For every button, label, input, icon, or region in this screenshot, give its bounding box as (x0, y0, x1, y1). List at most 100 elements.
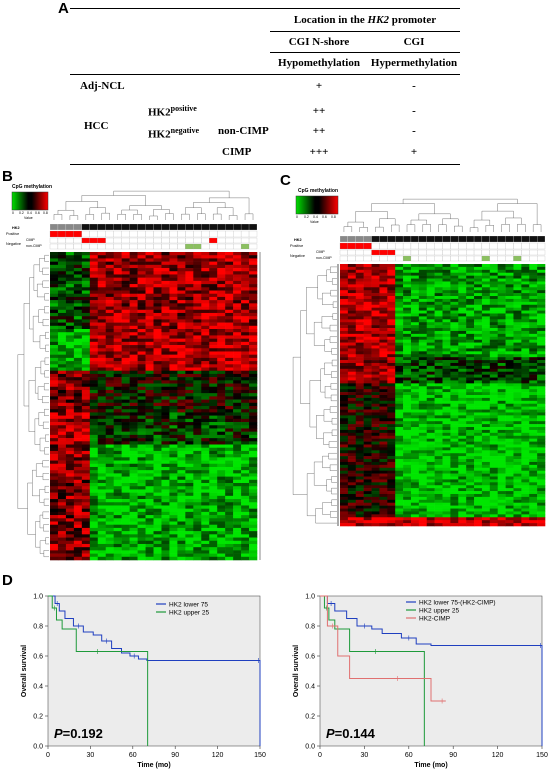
heatmap-b-cell (89, 399, 99, 404)
heatmap-c-cell (355, 435, 364, 439)
heatmap-c-cell (434, 371, 443, 375)
heatmap-c-cell (513, 444, 522, 448)
heatmap-c-cell (347, 386, 357, 390)
heatmap-b-cell (177, 367, 186, 372)
heatmap-b-cell (201, 502, 210, 506)
heatmap-c-cell (529, 301, 538, 306)
heatmap-b-cell (153, 277, 162, 282)
heatmap-c-cell (355, 386, 364, 390)
heatmap-b-cell (113, 422, 122, 426)
heatmap-c-cell (426, 290, 435, 294)
heatmap-b-cell (169, 277, 178, 282)
heatmap-c-cell (340, 296, 349, 300)
heatmap-b-cell (185, 354, 194, 359)
heatmap-b-cell (241, 428, 250, 432)
heatmap-b-cell (201, 505, 210, 509)
heatmap-b-cell (97, 483, 107, 487)
heatmap-b-cell (137, 364, 146, 368)
heatmap-b-cell (233, 364, 242, 368)
heatmap-c-cell (347, 351, 357, 355)
heatmap-c-cell (355, 293, 364, 297)
heatmap-b-cell (153, 454, 162, 458)
heatmap-b-cell (81, 534, 91, 538)
heatmap-b-cell (137, 460, 146, 465)
heatmap-c-cell (497, 427, 506, 431)
heatmap-b-cell (169, 547, 178, 551)
heatmap-b-cell (81, 492, 91, 497)
heatmap-b-cell (201, 386, 210, 391)
heatmap-b-cell (113, 550, 122, 554)
heatmap-c-cell (403, 336, 412, 340)
heatmap-c-cell (537, 345, 546, 349)
heatmap-b-cell (89, 351, 99, 355)
heatmap-c-cell (434, 269, 443, 274)
heatmap-b-cell (241, 332, 250, 336)
heatmap-b-cell (217, 287, 226, 291)
annotation-hk2-cell (355, 235, 364, 243)
heatmap-b-cell (121, 527, 130, 532)
heatmap-b-cell (89, 396, 99, 400)
heatmap-b-cell (97, 399, 107, 404)
heatmap-b-cell (50, 300, 59, 304)
heatmap-b-cell (185, 300, 194, 304)
heatmap-b-cell (209, 329, 218, 333)
heatmap-b-cell (193, 409, 202, 413)
heatmap-b-cell (145, 521, 154, 526)
heatmap-b-cell (177, 524, 186, 529)
heatmap-c-cell (434, 450, 443, 454)
heatmap-c-cell (379, 330, 388, 335)
heatmap-c-cell (537, 333, 546, 338)
table-row2-col2: - (412, 105, 416, 117)
heatmap-b-cell (81, 341, 91, 346)
heatmap-c-cell (505, 400, 514, 405)
heatmap-b-cell (145, 373, 154, 378)
heatmap-b-cell (225, 499, 234, 503)
heatmap-c-cell (410, 330, 420, 335)
heatmap-c-cell (340, 290, 349, 294)
heatmap-b-cell (89, 524, 99, 529)
heatmap-b-cell (201, 300, 210, 304)
annotation-cimp-cell (201, 237, 210, 244)
heatmap-b-cell (50, 402, 59, 407)
heatmap-b-cell (137, 399, 146, 404)
heatmap-c-cell (434, 313, 443, 317)
heatmap-c-cell (442, 444, 451, 448)
heatmap-c-cell (363, 345, 372, 349)
heatmap-c-cell (489, 287, 498, 291)
annotation-cimp-cell (379, 249, 388, 256)
heatmap-b-cell (57, 406, 67, 410)
heatmap-c-cell (395, 357, 404, 361)
heatmap-b-cell (145, 489, 154, 493)
heatmap-b-cell (145, 309, 154, 314)
heatmap-b-cell (105, 380, 114, 384)
annotation-hk2-cell (161, 223, 170, 231)
heatmap-c-cell (403, 325, 412, 329)
heatmap-b-cell (137, 393, 146, 397)
annotation-cimp-cell (505, 249, 514, 256)
heatmap-b-cell (241, 380, 250, 384)
heatmap-c-cell (513, 301, 522, 306)
heatmap-b-cell (73, 550, 83, 554)
heatmap-c-cell (497, 342, 506, 346)
heatmap-c-cell (474, 400, 483, 405)
heatmap-c-cell (513, 287, 522, 291)
heatmap-b-cell (113, 434, 122, 439)
heatmap-b-cell (81, 460, 91, 465)
heatmap-b-cell (89, 380, 99, 384)
heatmap-c-cell (481, 351, 491, 355)
heatmap-b-cell (161, 306, 170, 311)
heatmap-c-cell (489, 461, 498, 466)
heatmap-c-cell (395, 275, 404, 279)
heatmap-b-cell (233, 425, 242, 429)
heatmap-b-cell (241, 271, 250, 275)
heatmap-b-cell (121, 351, 130, 355)
heatmap-c-cell (434, 360, 443, 364)
heatmap-b-cell (145, 457, 154, 461)
heatmap-c-cell (489, 435, 498, 439)
heatmap-c-cell (489, 389, 498, 393)
heatmap-b-cell (105, 444, 114, 449)
heatmap-c-cell (340, 395, 349, 399)
heatmap-c-cell (418, 354, 428, 358)
heatmap-b-cell (249, 489, 258, 493)
heatmap-b-cell (233, 268, 242, 272)
